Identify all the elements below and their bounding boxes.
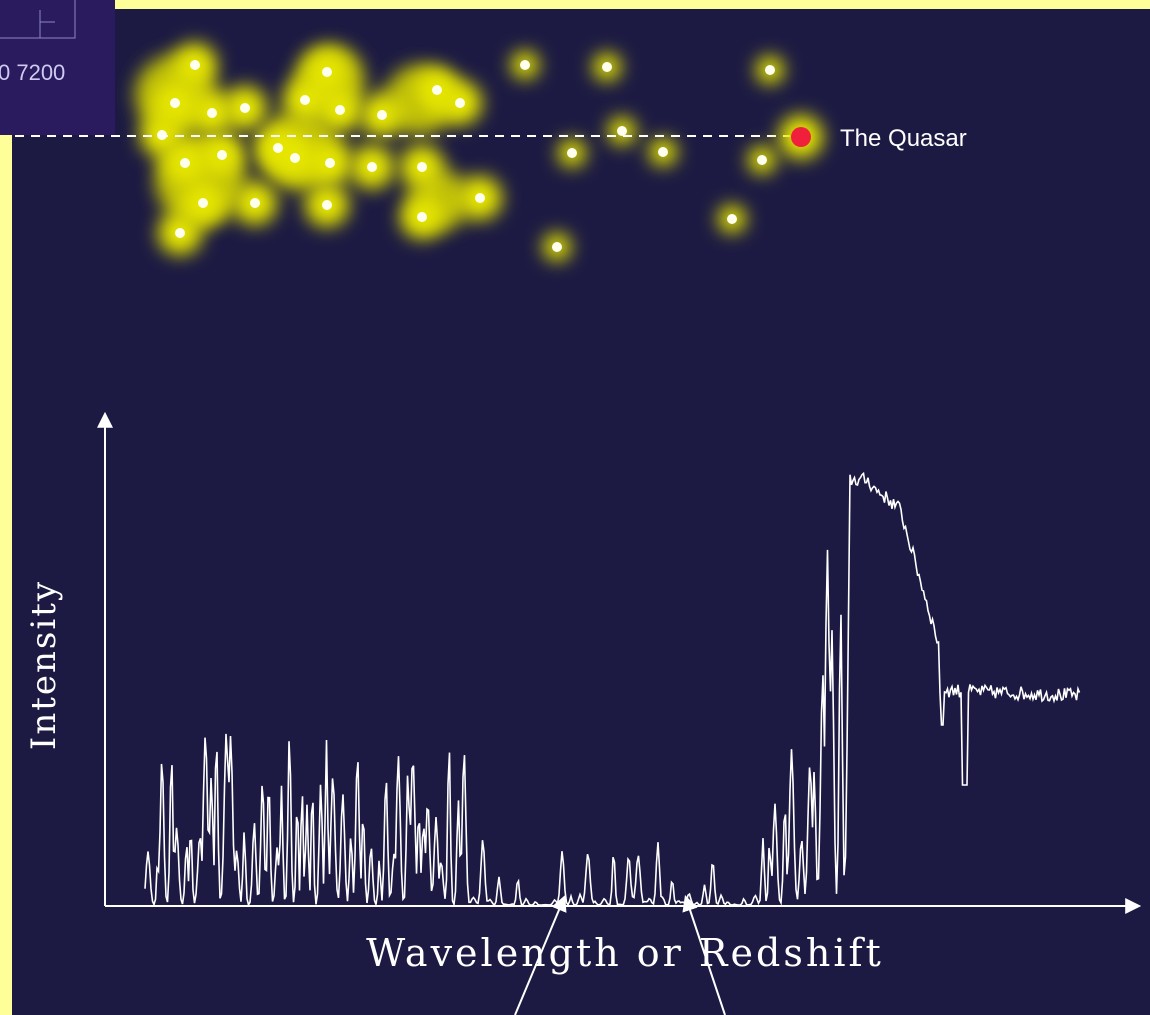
galaxy-core xyxy=(377,110,387,120)
galaxy-core xyxy=(273,143,283,153)
galaxy-core xyxy=(300,95,310,105)
galaxy-core xyxy=(170,98,180,108)
galaxy-core xyxy=(520,60,530,70)
galaxy-core xyxy=(207,108,217,118)
galaxy-core xyxy=(190,60,200,70)
galaxy-core xyxy=(602,62,612,72)
x-axis-label: Wavelength or Redshift xyxy=(366,931,884,975)
galaxy-core xyxy=(617,126,627,136)
galaxy-core xyxy=(175,228,185,238)
galaxy-core xyxy=(417,212,427,222)
galaxy-core xyxy=(250,198,260,208)
galaxy-core xyxy=(455,98,465,108)
galaxy-core xyxy=(290,153,300,163)
galaxy-core xyxy=(240,103,250,113)
galaxy-core xyxy=(322,200,332,210)
galaxy-core xyxy=(322,67,332,77)
galaxy-core xyxy=(325,158,335,168)
galaxy-core xyxy=(552,242,562,252)
galaxy-core xyxy=(417,162,427,172)
galaxy-core xyxy=(567,148,577,158)
inset-label: 0 7200 xyxy=(0,60,65,85)
galaxy-core xyxy=(432,85,442,95)
galaxy-core xyxy=(658,147,668,157)
galaxy-core xyxy=(217,150,227,160)
galaxy-core xyxy=(727,214,737,224)
galaxy-core xyxy=(198,198,208,208)
y-axis-label: Intensity xyxy=(24,580,64,750)
galaxy-core xyxy=(475,193,485,203)
galaxy-core xyxy=(367,162,377,172)
pointer-arrow xyxy=(514,895,567,1015)
galaxies xyxy=(135,43,784,261)
galaxy-core xyxy=(335,105,345,115)
inset-plot xyxy=(0,0,76,39)
quasar xyxy=(791,127,811,147)
spectrum xyxy=(144,471,1081,908)
pointer-arrow xyxy=(682,894,726,1015)
galaxy-core xyxy=(757,155,767,165)
quasar-label: The Quasar xyxy=(840,125,967,152)
galaxy-core xyxy=(180,158,190,168)
inset-image xyxy=(0,0,115,135)
galaxy-core xyxy=(765,65,775,75)
